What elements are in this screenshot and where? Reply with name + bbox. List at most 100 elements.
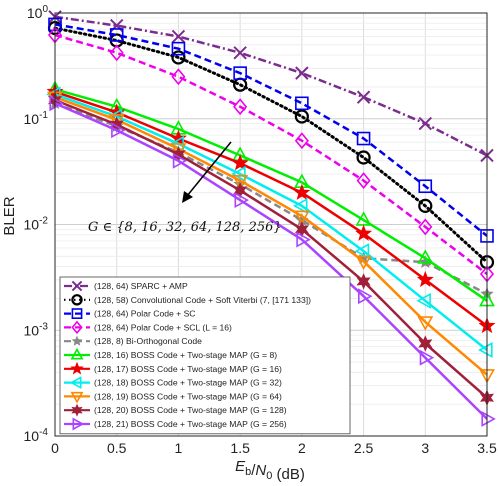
marker-triangle-right <box>481 410 496 427</box>
marker-hexagram <box>356 273 371 290</box>
marker-triangle-down <box>170 143 187 158</box>
y-tick-label: 100 <box>27 4 49 21</box>
x-axis-label-text: Eb/N0 (dB) <box>235 458 305 483</box>
marker-triangle-down <box>232 175 249 190</box>
marker-triangle-right <box>419 349 435 366</box>
legend-entry: (128, 64) Polar Code + SC <box>64 308 196 319</box>
x-tick-label: 2.5 <box>354 440 374 456</box>
marker-triangle-right <box>296 231 311 248</box>
series-line <box>54 33 488 275</box>
series-line <box>54 88 488 302</box>
x-tick-label: 1 <box>175 440 183 456</box>
marker-circle <box>71 294 83 306</box>
marker-circle <box>294 109 309 124</box>
marker-triangle-right <box>357 288 373 305</box>
marker-x <box>295 66 309 80</box>
y-tick-label: 10-2 <box>24 216 49 233</box>
series-line <box>54 102 488 420</box>
marker-pentagram <box>293 183 311 200</box>
series-11 <box>49 95 496 427</box>
series-line <box>54 23 488 237</box>
marker-square <box>109 28 124 42</box>
y-tick-label: 10-4 <box>24 427 49 444</box>
annotation-text: G ∈ {8, 16, 32, 64, 128, 256} <box>88 220 282 235</box>
series-10 <box>47 91 495 406</box>
legend-entry: (128, 19) BOSS Code + Two-stage MAP (G =… <box>64 391 282 404</box>
marker-triangle-left <box>69 376 82 390</box>
series-line <box>54 90 488 327</box>
x-tick-label: 0.5 <box>107 440 127 456</box>
marker-triangle-left <box>416 292 431 309</box>
marker-hexagram <box>233 182 248 199</box>
y-axis-label: BLER <box>1 196 18 235</box>
marker-circle <box>356 150 371 165</box>
x-tick-label: 1.5 <box>230 440 250 456</box>
marker-triangle-down <box>417 316 434 331</box>
legend-box <box>59 276 351 435</box>
legend-label: (128, 21) BOSS Code + Two-stage MAP (G =… <box>94 419 287 429</box>
legend: (128, 64) SPARC + AMP (128, 58) Convoluti… <box>59 276 351 435</box>
legend-label: (128, 64) Polar Code + SCL (L = 16) <box>94 322 232 332</box>
marker-x <box>418 116 432 131</box>
marker-triangle-right <box>172 152 188 169</box>
legend-entry: (128, 64) SPARC + AMP <box>64 280 188 292</box>
marker-square <box>71 308 83 319</box>
x-axis-label: Eb/N0 (dB) <box>235 458 305 483</box>
legend-label: (128, 19) BOSS Code + Two-stage MAP (G =… <box>94 391 282 401</box>
marker-triangle-left <box>293 197 308 214</box>
legend-label: (128, 58) Convolutional Code + Soft Vite… <box>94 295 311 305</box>
marker-diamond <box>356 172 371 190</box>
marker-triangle-right <box>72 417 85 431</box>
series-line <box>53 26 489 264</box>
marker-pentagram <box>416 270 434 288</box>
marker-square <box>295 96 309 111</box>
legend-label: (128, 64) SPARC + AMP <box>94 281 188 291</box>
legend-entry: (128, 8) Bi-Orthogonal Code <box>64 335 202 346</box>
legend-entry: (128, 64) Polar Code + SCL (L = 16) <box>64 320 232 335</box>
marker-hexagram <box>109 116 124 133</box>
marker-circle <box>418 198 433 213</box>
annotation-arrow-head <box>182 191 193 203</box>
marker-triangle-up <box>70 347 84 360</box>
tick-labels: 0 0.5 1 1.5 2 2.5 3 3.5 100 10-1 10-2 10-3 10-4 <box>24 4 497 456</box>
legend-entry: (128, 21) BOSS Code + Two-stage MAP (G =… <box>64 417 287 431</box>
series-line <box>54 98 488 399</box>
marker-triangle-right <box>234 192 249 209</box>
legend-label: (128, 64) Polar Code + SC <box>94 309 196 319</box>
legend-label: (128, 20) BOSS Code + Two-stage MAP (G =… <box>94 405 287 415</box>
x-tick-label: 0 <box>51 440 59 456</box>
series-line <box>54 102 488 296</box>
marker-diamond <box>109 44 124 62</box>
marker-triangle-down <box>355 255 372 271</box>
marker-circle <box>171 50 186 65</box>
marker-triangle-right <box>49 95 64 112</box>
legend-entry: (128, 18) BOSS Code + Two-stage MAP (G =… <box>64 376 282 390</box>
x-tick-label: 2 <box>298 440 306 456</box>
marker-triangle-left <box>231 166 246 182</box>
x-tick-label: 3.5 <box>477 440 497 456</box>
marker-pentagram <box>355 224 373 241</box>
series-line <box>54 96 488 376</box>
y-tick-label: 10-3 <box>24 321 49 338</box>
marker-triangle-up <box>417 249 434 264</box>
legend-entry: (128, 58) Convolutional Code + Soft Vite… <box>64 294 311 306</box>
marker-triangle-down <box>108 114 125 129</box>
legend-entry: (128, 17) BOSS Code + Two-stage MAP (G =… <box>64 361 282 375</box>
y-tick-label: 10-1 <box>24 110 49 127</box>
marker-square <box>233 66 247 80</box>
marker-hexagram <box>418 335 433 352</box>
annotation: G ∈ {8, 16, 32, 64, 128, 256} <box>88 141 282 235</box>
marker-x <box>171 29 186 44</box>
marker-star <box>71 335 83 346</box>
legend-label: (128, 18) BOSS Code + Two-stage MAP (G =… <box>94 378 282 388</box>
x-tick-label: 3 <box>421 440 429 456</box>
marker-hexagram <box>71 403 83 417</box>
marker-x <box>71 280 83 292</box>
marker-x <box>356 90 371 104</box>
marker-pentagram <box>231 154 249 171</box>
marker-diamond <box>233 98 248 116</box>
marker-square <box>418 179 433 194</box>
series-line <box>54 93 488 351</box>
marker-triangle-down <box>70 391 84 404</box>
